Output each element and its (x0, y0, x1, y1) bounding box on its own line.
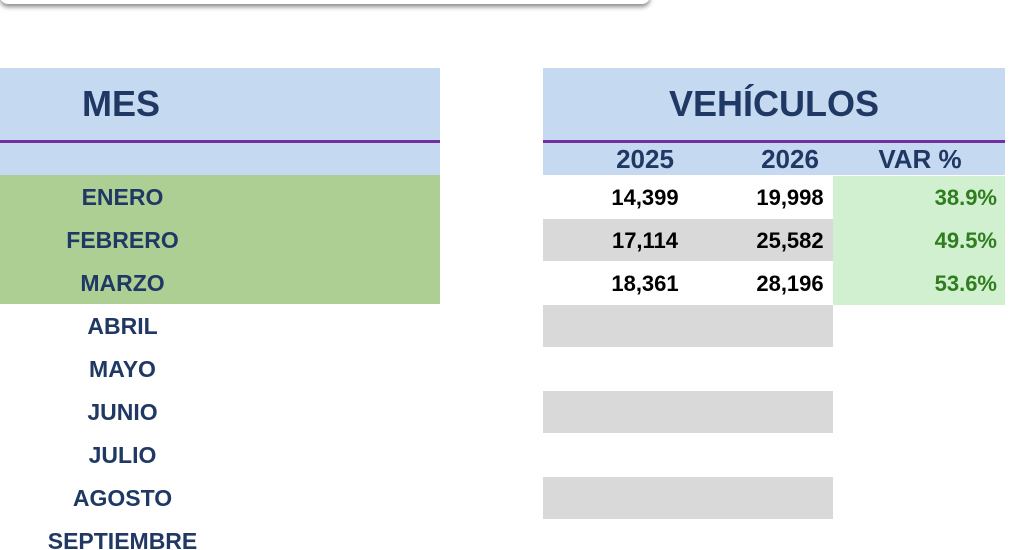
header-rule (543, 140, 1005, 143)
column-header: 2026 (761, 143, 819, 174)
month-label: JULIO (88, 442, 157, 468)
month-label: ABRIL (87, 313, 158, 339)
value-cell: 14,399 (611, 184, 679, 210)
value-cell: 19,998 (756, 184, 824, 210)
subheader-band (0, 143, 440, 175)
var-bg (833, 176, 1005, 219)
header-rule (0, 140, 440, 143)
month-label: AGOSTO (72, 485, 173, 511)
value-cell: 28,196 (756, 270, 824, 296)
row-stripe (543, 477, 833, 519)
column-header: 2025 (616, 143, 674, 174)
vehicles-header: VEHÍCULOS (543, 68, 1005, 140)
month-header: MES (0, 68, 440, 140)
month-label: MAYO (89, 356, 156, 382)
var-bg (833, 262, 1005, 305)
value-cell: 18,361 (611, 270, 679, 296)
column-header: VAR % (878, 143, 962, 174)
month-label: FEBRERO (66, 227, 179, 253)
month-label: SEPTIEMBRE (47, 528, 198, 550)
window-shadow (0, 0, 650, 4)
row-stripe (543, 219, 833, 261)
value-cell: 25,582 (756, 227, 824, 253)
month-label: ENERO (81, 184, 164, 210)
row-stripe (543, 305, 833, 347)
row-stripe (543, 391, 833, 433)
highlight-band (0, 175, 440, 304)
var-cell: 38.9% (934, 184, 997, 210)
value-cell: 17,114 (611, 227, 679, 253)
month-label: JUNIO (87, 399, 158, 425)
subheader-band (543, 143, 1005, 175)
var-bg (833, 219, 1005, 262)
var-cell: 49.5% (934, 227, 997, 253)
month-label: MARZO (80, 270, 165, 296)
var-cell: 53.6% (934, 270, 997, 296)
